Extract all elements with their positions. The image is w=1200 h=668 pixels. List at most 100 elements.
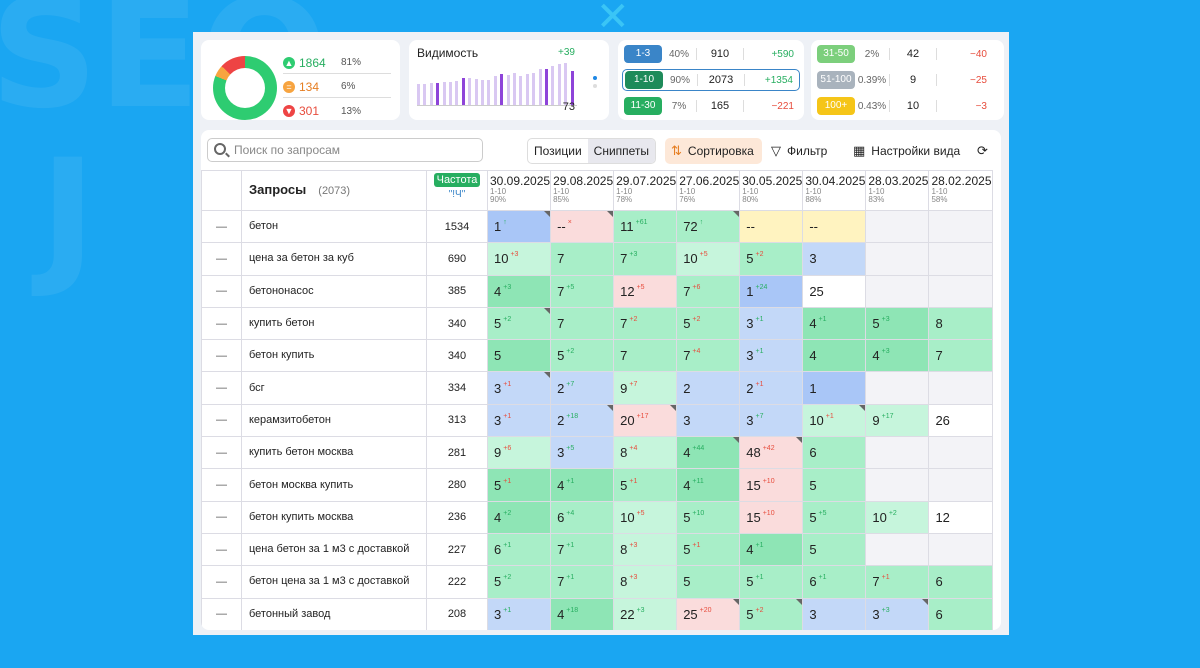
position-cell[interactable]: 4 +3: [865, 339, 930, 373]
position-cell[interactable]: 10 +2: [865, 500, 930, 534]
header-queries[interactable]: Запросы (2073): [241, 170, 427, 211]
tab-snippets[interactable]: Сниппеты: [587, 139, 656, 163]
row-expand-toggle[interactable]: —: [201, 436, 242, 470]
position-cell[interactable]: 4 +1: [739, 532, 804, 567]
position-cell[interactable]: 3: [802, 597, 867, 630]
position-cell[interactable]: 5 +1: [676, 532, 741, 567]
position-cell[interactable]: 3 +1: [739, 306, 804, 341]
header-date-6[interactable]: 28.03.2025 1-10 83%: [865, 170, 930, 211]
row-expand-toggle[interactable]: —: [201, 209, 242, 244]
position-cell[interactable]: 48 +42: [739, 436, 804, 470]
position-cell[interactable]: [865, 532, 930, 567]
position-cell[interactable]: 6 +1: [486, 532, 552, 567]
position-cell[interactable]: 5 +1: [486, 468, 552, 502]
position-cell[interactable]: 5 +2: [676, 306, 741, 341]
position-cell[interactable]: 12 +5: [613, 274, 678, 308]
position-cell[interactable]: 1 ↑: [486, 209, 552, 244]
position-cell[interactable]: 5 +2: [550, 339, 615, 373]
position-cell[interactable]: 4 +44: [676, 436, 741, 470]
position-cell[interactable]: 4 +18: [550, 597, 615, 630]
position-cell[interactable]: 7 +5: [550, 274, 615, 308]
position-cell[interactable]: [865, 274, 930, 308]
position-cell[interactable]: 6: [802, 436, 867, 470]
position-cell[interactable]: 5 +5: [802, 500, 867, 534]
position-cell[interactable]: [865, 242, 930, 276]
position-cell[interactable]: 5 +2: [739, 597, 804, 630]
filter-button[interactable]: ▽ Фильтр: [771, 138, 827, 164]
position-cell[interactable]: 5 +3: [865, 306, 930, 341]
position-cell[interactable]: 7: [550, 306, 615, 341]
position-cell[interactable]: 6 +4: [550, 500, 615, 534]
table-row[interactable]: — бетон москва купить 280 5 +1 4 +1 5 +1 4 +11 15 +1…: [201, 468, 993, 502]
position-cell[interactable]: 2 +18: [550, 403, 615, 438]
position-cell[interactable]: 3: [802, 242, 867, 276]
table-row[interactable]: — цена за бетон за куб 690 10 +3 7 7 +3 10 +5 5 +2 3: [201, 242, 993, 276]
position-cell[interactable]: 2 +7: [550, 371, 615, 405]
position-cell[interactable]: 1 +24: [739, 274, 804, 308]
header-date-2[interactable]: 29.07.2025 1-10 78%: [613, 170, 678, 211]
position-cell[interactable]: [865, 436, 930, 470]
position-cell[interactable]: [865, 468, 930, 502]
sort-button[interactable]: ⇅ Сортировка: [665, 138, 762, 164]
position-cell[interactable]: 7: [613, 339, 678, 373]
view-settings-button[interactable]: ▦ Настройки вида: [853, 138, 960, 164]
row-expand-toggle[interactable]: —: [201, 371, 242, 405]
position-cell[interactable]: 3: [676, 403, 741, 438]
position-cell[interactable]: 10 +1: [802, 403, 867, 438]
position-cell[interactable]: 25 +20: [676, 597, 741, 630]
row-expand-toggle[interactable]: —: [201, 403, 242, 438]
position-cell[interactable]: [928, 532, 993, 567]
position-cell[interactable]: 9 +7: [613, 371, 678, 405]
position-cell[interactable]: 15 +10: [739, 500, 804, 534]
position-cell[interactable]: 9 +6: [486, 436, 552, 470]
position-cell[interactable]: 12: [928, 500, 993, 534]
position-cell[interactable]: 25: [802, 274, 867, 308]
position-cell[interactable]: 4 +1: [802, 306, 867, 341]
row-expand-toggle[interactable]: —: [201, 565, 242, 599]
table-row[interactable]: — бетон 1534 1 ↑ -- × 11 +61 72 ↑ -- --: [201, 209, 993, 244]
table-row[interactable]: — бетон купить 340 5 5 +2 7 7 +4 3 +1 4 4 +3 7: [201, 339, 993, 373]
header-date-7[interactable]: 28.02.2025 1-10 58%: [928, 170, 993, 211]
header-date-4[interactable]: 30.05.2025 1-10 80%: [739, 170, 804, 211]
position-cell[interactable]: 7: [928, 339, 993, 373]
position-cell[interactable]: --: [739, 209, 804, 244]
table-row[interactable]: — бетон купить москва 236 4 +2 6 +4 10 +5 5 +10 15 +…: [201, 500, 993, 534]
position-cell[interactable]: 7 +1: [550, 565, 615, 599]
range-row-100+[interactable]: 100+ 0.43% 10 −3: [815, 95, 993, 117]
position-cell[interactable]: 3 +1: [486, 597, 552, 630]
position-cell[interactable]: 6: [928, 597, 993, 630]
position-cell[interactable]: 22 +3: [613, 597, 678, 630]
search-input[interactable]: Поиск по запросам: [207, 138, 483, 162]
position-cell[interactable]: 5 +1: [739, 565, 804, 599]
position-cell[interactable]: [865, 209, 930, 244]
position-cell[interactable]: [928, 242, 993, 276]
position-cell[interactable]: [928, 436, 993, 470]
position-cell[interactable]: 7 +4: [676, 339, 741, 373]
position-cell[interactable]: 3 +3: [865, 597, 930, 630]
header-date-1[interactable]: 29.08.2025 1-10 85%: [550, 170, 615, 211]
table-row[interactable]: — купить бетон 340 5 +2 7 7 +2 5 +2 3 +1 4 +1 5 +3 8: [201, 306, 993, 341]
position-cell[interactable]: 5: [802, 468, 867, 502]
position-cell[interactable]: 5 +2: [739, 242, 804, 276]
position-cell[interactable]: [928, 209, 993, 244]
table-row[interactable]: — бетон цена за 1 м3 с доставкой 222 5 +2 7 +1…: [201, 565, 993, 599]
position-cell[interactable]: 20 +17: [613, 403, 678, 438]
position-cell[interactable]: 7 +3: [613, 242, 678, 276]
table-row[interactable]: — бетононасос 385 4 +3 7 +5 12 +5 7 +6 1 +24 25: [201, 274, 993, 308]
visibility-card[interactable]: Видимость +39 73: [409, 40, 609, 120]
position-cell[interactable]: 8: [928, 306, 993, 341]
position-cell[interactable]: 6: [928, 565, 993, 599]
row-expand-toggle[interactable]: —: [201, 597, 242, 630]
header-frequency[interactable]: Частота "!Ч": [426, 170, 488, 211]
row-expand-toggle[interactable]: —: [201, 468, 242, 502]
position-cell[interactable]: 9 +17: [865, 403, 930, 438]
table-row[interactable]: — бетонный завод 208 3 +1 4 +18 22 +3 25 +20 5 +2 3 3 +…: [201, 597, 993, 630]
position-cell[interactable]: 5 +10: [676, 500, 741, 534]
position-cell[interactable]: 5: [486, 339, 552, 373]
table-row[interactable]: — купить бетон москва 281 9 +6 3 +5 8 +4 4 +44 48 +4…: [201, 436, 993, 470]
position-cell[interactable]: [928, 274, 993, 308]
position-cell[interactable]: 7: [550, 242, 615, 276]
position-cell[interactable]: 3 +1: [486, 371, 552, 405]
position-cell[interactable]: 3 +5: [550, 436, 615, 470]
position-cell[interactable]: -- ×: [550, 209, 615, 244]
